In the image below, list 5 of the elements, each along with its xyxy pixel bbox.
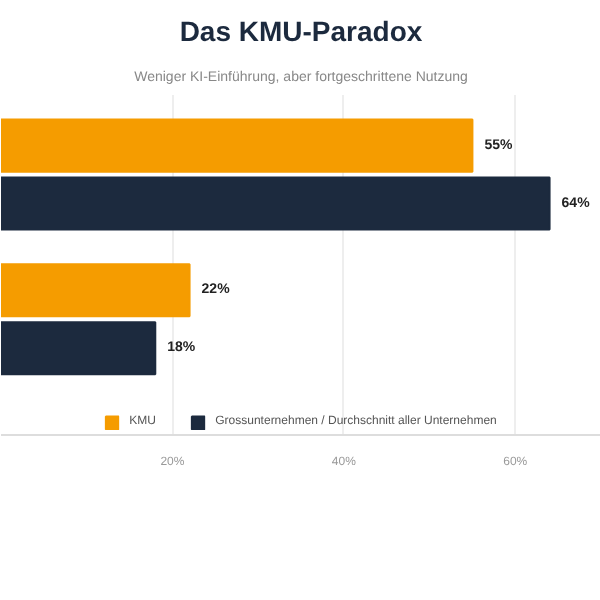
chart-title: Das KMU-Paradox xyxy=(179,15,423,47)
bar xyxy=(1,263,191,318)
bar xyxy=(1,118,474,173)
bar xyxy=(1,176,551,231)
bar xyxy=(1,321,157,376)
